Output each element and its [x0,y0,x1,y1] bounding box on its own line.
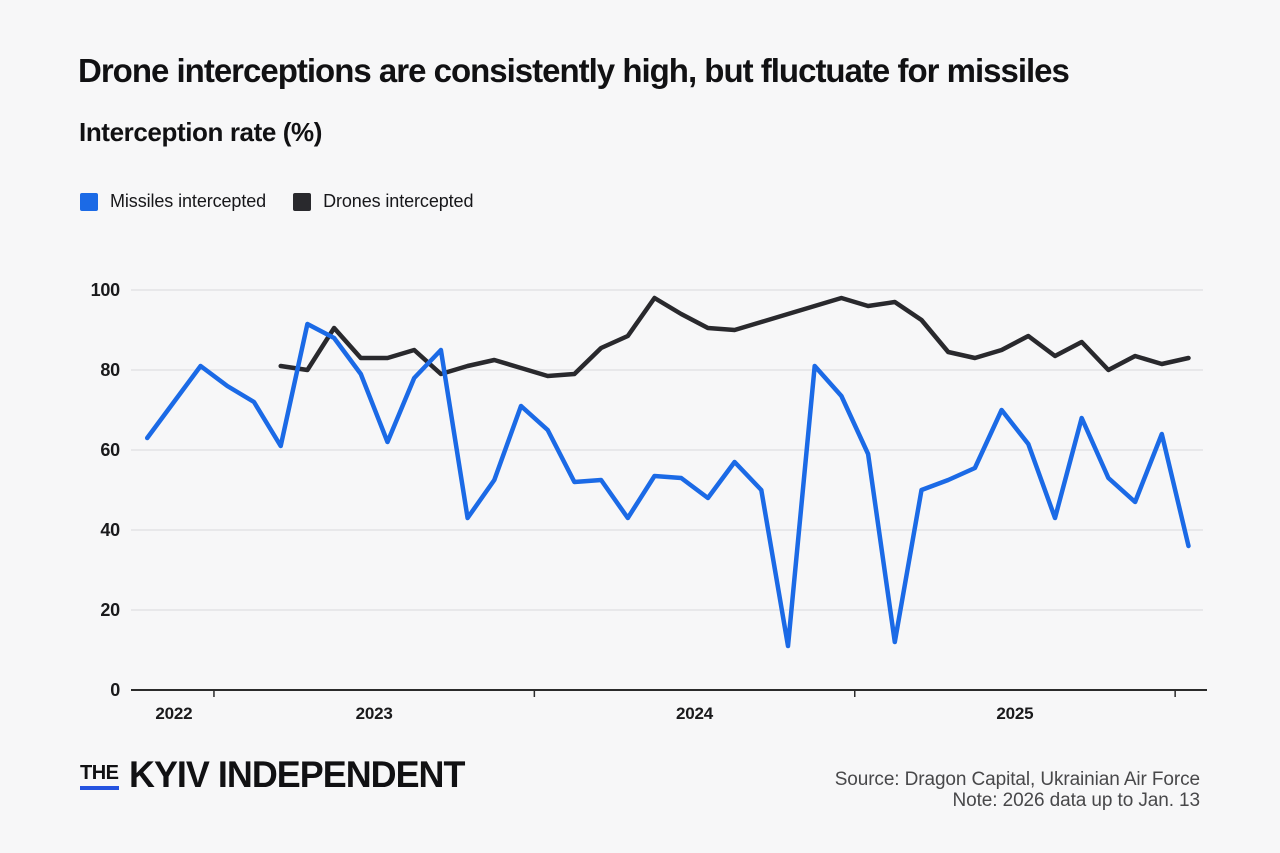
x-axis-label-2023: 2023 [355,704,393,723]
missiles-intercepted-line [144,321,1191,649]
logo-main-text: KYIV INDEPENDENT [129,754,465,795]
x-axis-label-2025: 2025 [996,704,1034,723]
page-title: Drone interceptions are consistently hig… [78,52,1070,89]
y-axis-label-20: 20 [100,600,120,620]
logo-the-text: THE [80,763,119,790]
drones-intercepted-line [278,295,1191,379]
chart-subtitle: Interception rate (%) [79,117,322,147]
x-axis-label-2022: 2022 [155,704,193,723]
legend-item-drones: Drones intercepted [293,191,473,212]
y-axis-label-100: 100 [90,280,121,300]
missiles-legend-label: Missiles intercepted [110,191,267,211]
drones-legend-label: Drones intercepted [323,191,474,211]
chart-legend: Missiles intercepted Drones intercepted [80,191,473,212]
missiles-swatch-icon [80,192,98,211]
y-axis-label-80: 80 [100,360,120,380]
legend-item-missiles: Missiles intercepted [80,191,266,212]
note-line: Note: 2026 data up to Jan. 13 [952,790,1201,811]
source-line: Source: Dragon Capital, Ukrainian Air Fo… [834,769,1200,790]
y-axis-label-0: 0 [110,680,120,700]
y-axis-label-40: 40 [100,520,120,540]
source-note: Source: Dragon Capital, Ukrainian Air Fo… [835,769,1200,811]
x-axis-label-2024: 2024 [676,704,714,723]
drones-swatch-icon [293,192,312,211]
kyiv-independent-logo: THE KYIV INDEPENDENT [80,753,500,798]
logo-the-label: THE [80,762,119,784]
y-axis-label-60: 60 [100,440,120,460]
logo-blue-underline [80,786,119,790]
